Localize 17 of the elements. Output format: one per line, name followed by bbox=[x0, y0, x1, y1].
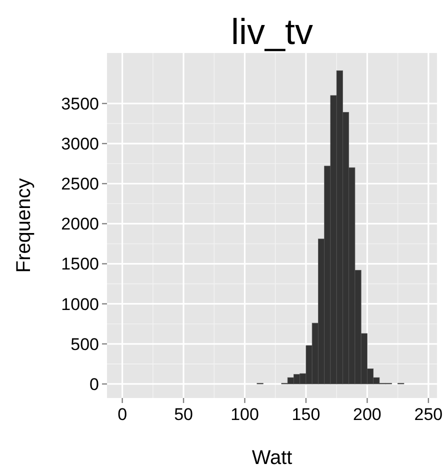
y-tick-label: 2500 bbox=[61, 174, 99, 194]
chart-title: liv_tv bbox=[230, 11, 314, 52]
x-tick-label: 150 bbox=[292, 405, 320, 424]
x-tick-label: 250 bbox=[414, 405, 443, 424]
x-tick-label: 0 bbox=[118, 405, 128, 424]
y-tick-label: 500 bbox=[70, 334, 99, 354]
y-tick-label: 3000 bbox=[61, 134, 99, 154]
y-tick-label: 1000 bbox=[61, 294, 99, 314]
y-tick-label: 3500 bbox=[61, 94, 99, 114]
x-tick-label: 100 bbox=[230, 405, 259, 424]
x-tick-label: 200 bbox=[353, 405, 382, 424]
y-tick-label: 0 bbox=[90, 374, 99, 394]
y-tick-label: 1500 bbox=[61, 254, 99, 274]
x-tick-label: 50 bbox=[174, 405, 193, 424]
y-tick-label: 2000 bbox=[61, 214, 99, 234]
y-axis-title: Frequency bbox=[13, 178, 35, 273]
x-axis-title: Watt bbox=[252, 447, 293, 469]
